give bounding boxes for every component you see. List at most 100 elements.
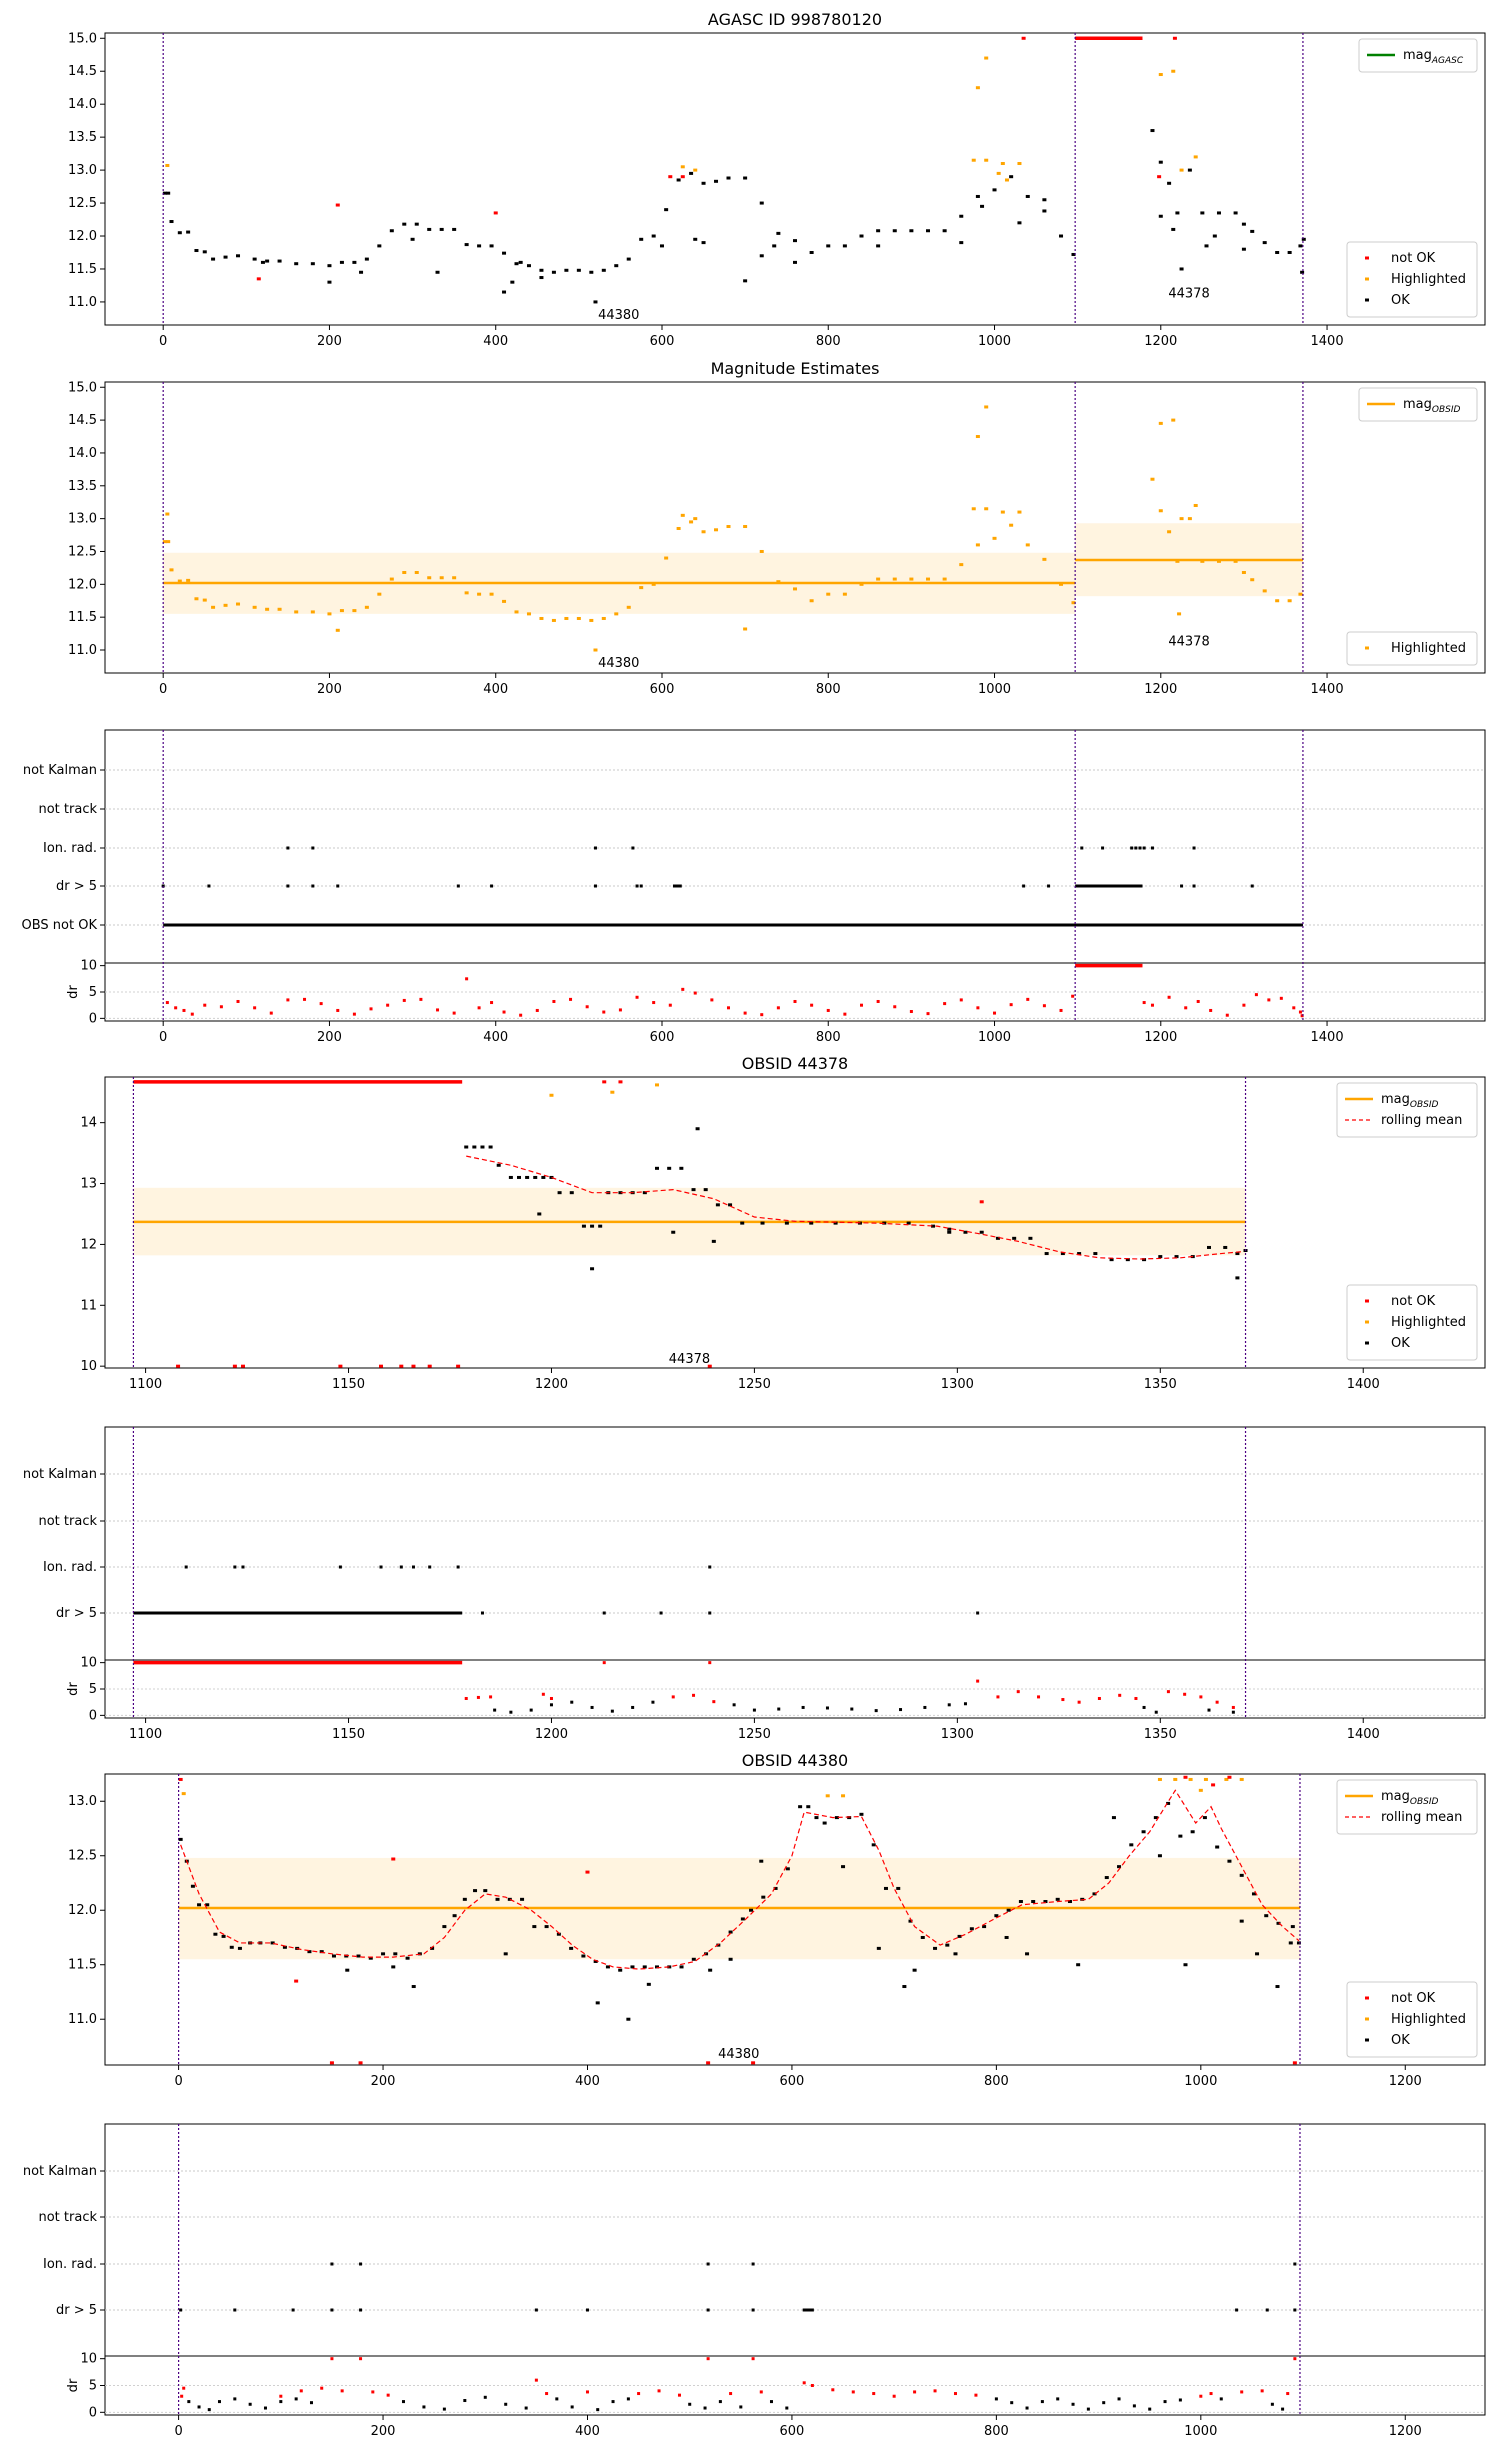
dr-point <box>1293 2357 1297 2361</box>
data-point <box>414 570 419 574</box>
data-point <box>959 563 964 567</box>
flag-point <box>233 1565 237 1569</box>
data-point <box>1250 578 1255 582</box>
data-point <box>1042 209 1047 213</box>
plot-frame <box>104 2123 1486 2416</box>
data-point <box>508 1175 513 1179</box>
data-point <box>186 578 191 582</box>
dr-point <box>1242 1003 1246 1007</box>
dr-point <box>1178 2398 1182 2402</box>
dr-point <box>1215 1700 1219 1704</box>
dr-point <box>320 2386 324 2390</box>
data-point <box>327 280 332 284</box>
dr-point <box>197 2405 201 2409</box>
legend-label: not OK <box>1391 251 1436 266</box>
dr-point <box>570 2405 574 2409</box>
data-point <box>549 1175 554 1179</box>
rolling-mean-line <box>466 1155 1242 1260</box>
y-tick-label: 12.5 <box>68 196 97 211</box>
data-point <box>651 582 656 586</box>
data-point <box>1287 250 1292 254</box>
panel-mag-estimates: Magnitude Estimates 0 200 400 600 800 1000 1200… <box>68 359 1486 697</box>
data-point <box>551 618 556 622</box>
y-tick-label: 11.0 <box>68 295 97 310</box>
x-tick-label: 1000 <box>978 682 1011 697</box>
dr-y-tick-label: 5 <box>89 2379 97 2394</box>
dr-point <box>947 1703 951 1707</box>
data-point <box>740 1221 745 1225</box>
data-point <box>680 165 685 169</box>
dr-point <box>712 1700 716 1704</box>
flag-point <box>810 2308 814 2312</box>
category-label: not Kalman <box>23 1467 97 1482</box>
flag-point <box>379 1565 383 1569</box>
data-point <box>1200 211 1205 215</box>
legend-label: not OK <box>1391 1991 1436 2006</box>
data-point <box>639 586 644 590</box>
flag-point <box>359 2308 363 2312</box>
category-label: OBS not OK <box>22 918 98 933</box>
flag-point <box>338 1565 342 1569</box>
data-point <box>876 229 881 233</box>
legend-label: Highlighted <box>1391 2012 1466 2027</box>
dr-point <box>1183 1692 1187 1696</box>
data-point <box>1179 267 1184 271</box>
data-point <box>480 1145 485 1149</box>
dr-point <box>626 2397 630 2401</box>
data-point <box>391 1857 396 1861</box>
legend-upper: magOBSID rolling mean <box>1336 1082 1478 1138</box>
dr-point <box>190 1012 194 1016</box>
dr-point <box>976 1679 980 1683</box>
legend-upper: magOBSID <box>1358 387 1478 422</box>
dr-point <box>743 1011 747 1015</box>
x-tick-label: 400 <box>483 334 508 349</box>
data-point <box>496 1163 501 1167</box>
data-point <box>743 279 748 283</box>
dr-point <box>263 2406 267 2410</box>
dr-point <box>777 1707 781 1711</box>
category-label: not track <box>38 1514 97 1529</box>
data-point <box>1190 1830 1195 1834</box>
dr-point <box>1040 2400 1044 2404</box>
data-point <box>294 262 299 266</box>
dr-point <box>534 2378 538 2382</box>
data-point <box>1157 1777 1162 1781</box>
data-point <box>427 1364 432 1368</box>
dr-point <box>1071 2402 1075 2406</box>
dr-point <box>785 2406 789 2410</box>
data-point <box>165 163 170 167</box>
data-point <box>502 599 507 603</box>
dr-point <box>1231 1705 1235 1709</box>
data-point <box>525 1175 530 1179</box>
data-point <box>1239 1777 1244 1781</box>
dr-point <box>1150 1003 1154 1007</box>
dr-point <box>843 1012 847 1016</box>
data-point <box>310 262 315 266</box>
data-point <box>759 549 764 553</box>
obsid-annotation: 44380 <box>718 2047 759 2062</box>
dr-point <box>236 999 240 1003</box>
dr-series-not-ok <box>165 977 1304 1018</box>
flag-point <box>1293 2262 1297 2266</box>
dr-axis-label: dr <box>66 985 81 999</box>
data-point <box>679 1965 684 1969</box>
data-point <box>462 1897 467 1901</box>
data-point <box>339 260 344 264</box>
dr-y-tick-label: 10 <box>80 959 97 974</box>
data-point <box>776 231 781 235</box>
data-point <box>502 290 507 294</box>
data-point <box>1183 1963 1188 1967</box>
data-point <box>743 525 748 529</box>
data-point <box>1109 1258 1114 1262</box>
data-point <box>759 201 764 205</box>
dr-point <box>1240 2390 1244 2394</box>
data-point <box>211 605 216 609</box>
data-point <box>590 1224 595 1228</box>
dr-point <box>1199 1695 1203 1699</box>
data-point <box>169 568 174 572</box>
data-point <box>1224 1777 1229 1781</box>
dr-point <box>1118 1693 1122 1697</box>
data-point <box>477 244 482 248</box>
data-point <box>589 270 594 274</box>
dr-point <box>1086 2407 1090 2411</box>
